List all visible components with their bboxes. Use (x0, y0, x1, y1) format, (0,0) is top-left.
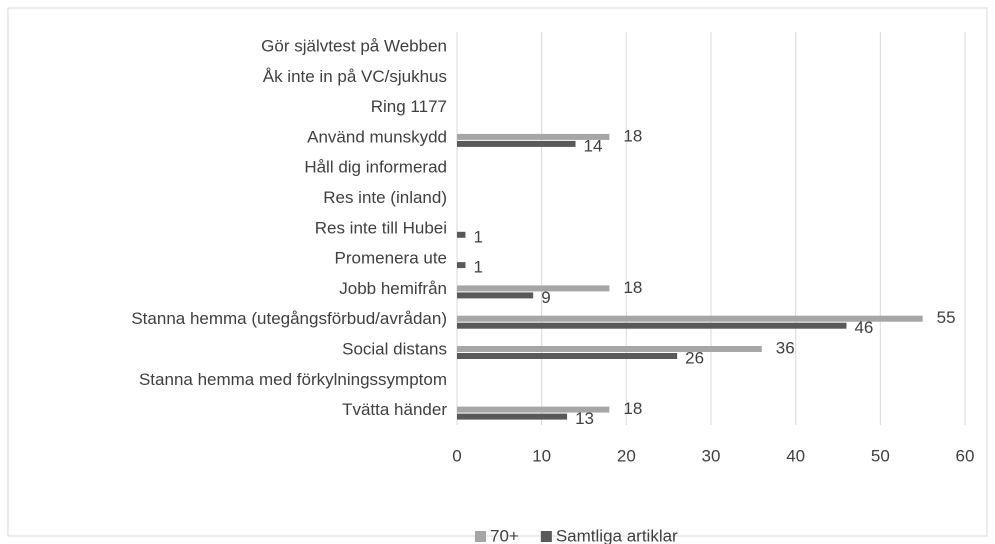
data-label: 9 (541, 288, 550, 307)
y-tick-label: Stanna hemma (utegångsförbud/avrådan) (131, 309, 447, 328)
bar (457, 133, 610, 140)
y-tick-label: Tvätta händer (342, 400, 447, 419)
bar (457, 285, 610, 292)
legend-swatch (475, 531, 486, 542)
y-tick-label: Stanna hemma med förkylningssymptom (139, 370, 447, 389)
y-tick-label: Res inte till Hubei (315, 218, 447, 237)
x-tick-label: 20 (617, 446, 636, 465)
bar (457, 322, 847, 329)
legend-label: Samtliga artiklar (556, 526, 678, 544)
data-label: 55 (937, 308, 956, 327)
legend-swatch (540, 531, 552, 542)
data-label: 1 (473, 258, 482, 277)
data-label: 14 (584, 136, 603, 155)
data-label: 46 (854, 318, 873, 337)
y-tick-label: Ring 1177 (371, 97, 447, 116)
y-tick-label: Jobb hemifrån (339, 279, 447, 298)
data-label: 13 (575, 409, 594, 428)
x-tick-label: 30 (702, 446, 721, 465)
data-label: 18 (623, 278, 642, 297)
x-tick-label: 40 (786, 446, 805, 465)
y-tick-label: Gör självtest på Webben (261, 36, 447, 55)
data-label: 18 (623, 126, 642, 145)
bar (457, 262, 466, 269)
data-label: 36 (776, 338, 795, 357)
bar (457, 315, 923, 322)
legend-label: 70+ (490, 526, 519, 544)
chart-frame (7, 7, 988, 537)
x-tick-label: 10 (532, 446, 551, 465)
x-tick-label: 60 (956, 446, 975, 465)
data-label: 18 (623, 399, 642, 418)
x-tick-label: 50 (871, 446, 890, 465)
data-label: 1 (473, 227, 482, 246)
bar (457, 346, 762, 352)
bar (457, 353, 678, 359)
y-tick-label: Använd munskydd (307, 127, 447, 146)
y-tick-label: Res inte (inland) (323, 188, 447, 207)
bar (457, 406, 610, 413)
bar (457, 140, 576, 147)
y-tick-label: Promenera ute (335, 249, 447, 268)
x-tick-label: 0 (452, 446, 461, 465)
bar (457, 292, 534, 299)
y-tick-label: Åk inte in på VC/sjukhus (263, 67, 447, 86)
bar (457, 413, 568, 420)
data-label: 26 (685, 348, 704, 367)
y-tick-label: Social distans (342, 339, 447, 358)
y-tick-label: Håll dig informerad (304, 158, 447, 177)
bar (457, 231, 466, 238)
